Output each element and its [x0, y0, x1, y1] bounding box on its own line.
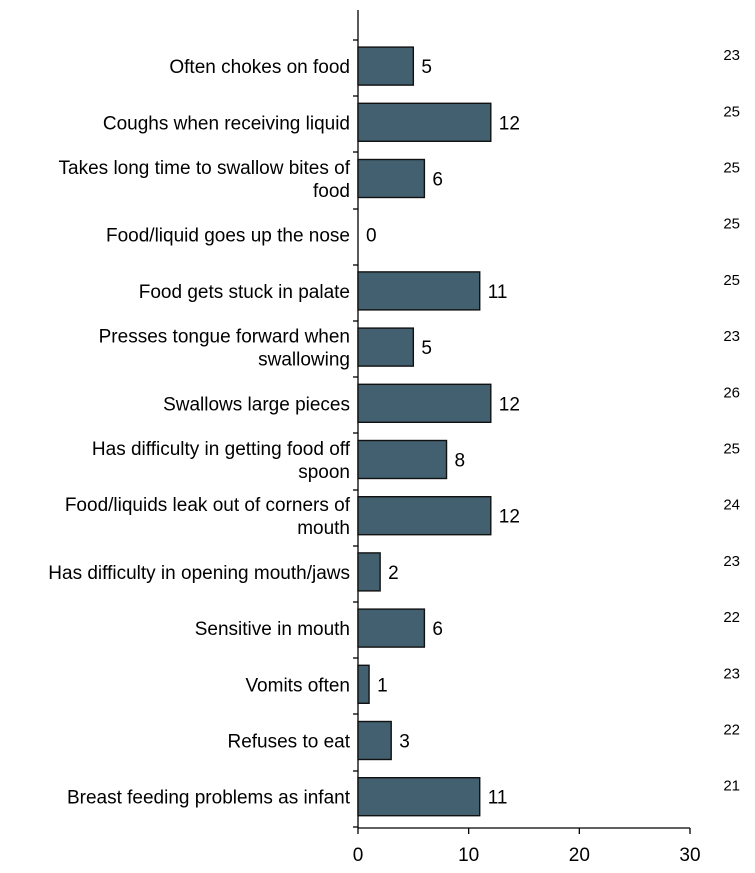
bar: [357, 158, 426, 199]
x-axis-ticks: 0 10 20 30: [353, 828, 701, 866]
n-labels: 23 25 25 25 25 23 26 25 24 23 22 23 22 21: [723, 47, 740, 795]
n-label: 23: [723, 553, 740, 570]
x-tick-label: 0: [353, 845, 364, 866]
bar: [357, 327, 415, 367]
n-label: 25: [723, 441, 740, 458]
value-label: 0: [366, 226, 377, 247]
value-label: 8: [455, 451, 466, 472]
category-label: Coughs when receiving liquid: [103, 113, 350, 134]
value-label: 1: [377, 675, 388, 696]
category-label: Food/liquid goes up the nose: [106, 226, 350, 247]
value-label: 12: [499, 113, 520, 134]
category-label: spoon: [298, 462, 350, 483]
category-label: food: [313, 181, 350, 202]
bar: [357, 496, 492, 536]
value-label: 5: [421, 338, 432, 359]
bars: [357, 46, 492, 817]
category-label: Has difficulty in opening mouth/jaws: [48, 563, 350, 584]
n-label: 24: [723, 497, 740, 514]
n-label: 21: [723, 778, 740, 795]
category-label: Has difficulty in getting food off: [92, 439, 351, 460]
n-label: 25: [723, 103, 740, 120]
category-label: Breast feeding problems as infant: [67, 788, 351, 809]
category-label: mouth: [297, 518, 350, 539]
category-label: swallowing: [258, 350, 350, 371]
bar: [357, 383, 492, 423]
bar: [357, 439, 448, 480]
value-label: 11: [488, 788, 508, 809]
category-label: Food gets stuck in palate: [139, 282, 350, 303]
n-label: 25: [723, 272, 740, 289]
category-label: Sensitive in mouth: [195, 619, 350, 640]
category-label: Swallows large pieces: [163, 394, 350, 415]
value-label: 12: [499, 507, 520, 528]
value-label: 5: [421, 57, 432, 78]
value-label: 11: [488, 282, 508, 303]
x-tick-label: 30: [679, 845, 700, 866]
n-label: 22: [723, 722, 740, 739]
n-label: 26: [723, 384, 740, 401]
value-labels: 5 12 6 0 11 5 12 8 12 2 6 1 3 11: [366, 57, 520, 809]
category-label: Takes long time to swallow bites of: [59, 158, 351, 179]
category-label: Food/liquids leak out of corners of: [65, 495, 351, 516]
bar: [357, 46, 415, 86]
n-label: 25: [723, 216, 740, 233]
n-label: 23: [723, 328, 740, 345]
bar: [357, 102, 492, 143]
n-label: 23: [723, 665, 740, 682]
value-label: 3: [399, 732, 410, 753]
category-label: Often chokes on food: [169, 57, 350, 78]
n-label: 22: [723, 609, 740, 626]
bar: [357, 777, 481, 817]
bar: [357, 552, 381, 592]
bar: [357, 271, 481, 311]
category-labels: Often chokes on food Coughs when receivin…: [48, 57, 350, 809]
category-label: Refuses to eat: [227, 732, 350, 753]
value-label: 6: [432, 619, 443, 640]
n-label: 23: [723, 47, 740, 64]
bar: [357, 608, 426, 648]
value-label: 6: [432, 170, 443, 191]
bar: [357, 720, 392, 761]
bar: [357, 664, 370, 704]
value-label: 2: [388, 563, 399, 584]
category-label: Presses tongue forward when: [99, 327, 350, 348]
category-label: Vomits often: [245, 675, 350, 696]
value-label: 12: [499, 394, 520, 415]
x-tick-label: 20: [569, 845, 590, 866]
n-label: 25: [723, 160, 740, 177]
x-tick-label: 10: [458, 845, 479, 866]
